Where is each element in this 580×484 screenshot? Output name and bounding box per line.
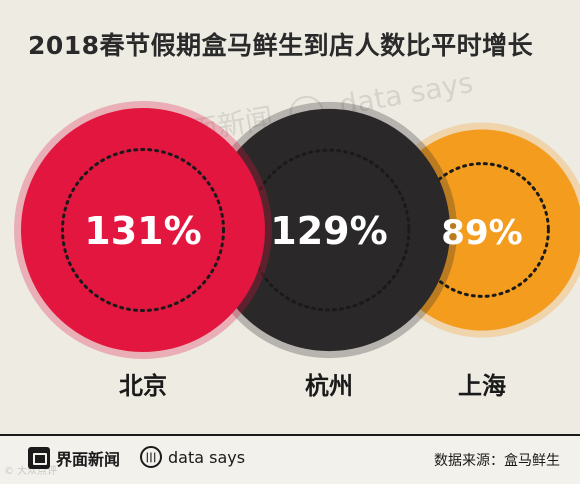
jiemian-logo-icon (28, 447, 50, 469)
category-label-1: 北京 (119, 372, 167, 400)
bubble-dotted-ring-1 (60, 147, 226, 313)
footer-brand-label: 界面新闻 (56, 450, 121, 469)
bubble-mark-2 (207, 108, 451, 352)
value-label-2: 129% (270, 209, 387, 253)
footer-divider (0, 434, 580, 436)
value-label-3: 89% (441, 213, 522, 253)
category-label-3: 上海 (458, 372, 506, 400)
chart-title: 2018春节假期盒马鲜生到店人数比平时增长 (28, 31, 534, 60)
bubble-dotted-ring-3 (414, 162, 550, 298)
value-label-1: 131% (84, 209, 201, 253)
bubble-mark-1 (21, 108, 265, 352)
data-source: 数据来源：盒马鲜生 (434, 453, 560, 469)
footer-data-says: ||| data says (140, 446, 245, 468)
bubble-1 (14, 101, 272, 359)
image-credit: © 大众点评 (4, 466, 58, 477)
data-says-logo-icon: ||| (140, 446, 162, 468)
footer-data-says-label: data says (168, 447, 246, 467)
category-label-2: 杭州 (305, 372, 353, 400)
bubble-2 (200, 101, 458, 359)
footer: 界面新闻 ||| data says 数据来源：盒马鲜生 (0, 436, 580, 484)
footer-brand: 界面新闻 (28, 446, 120, 470)
bubble-chart: 131% 129% 89% 北京 杭州 上海 (14, 101, 580, 400)
